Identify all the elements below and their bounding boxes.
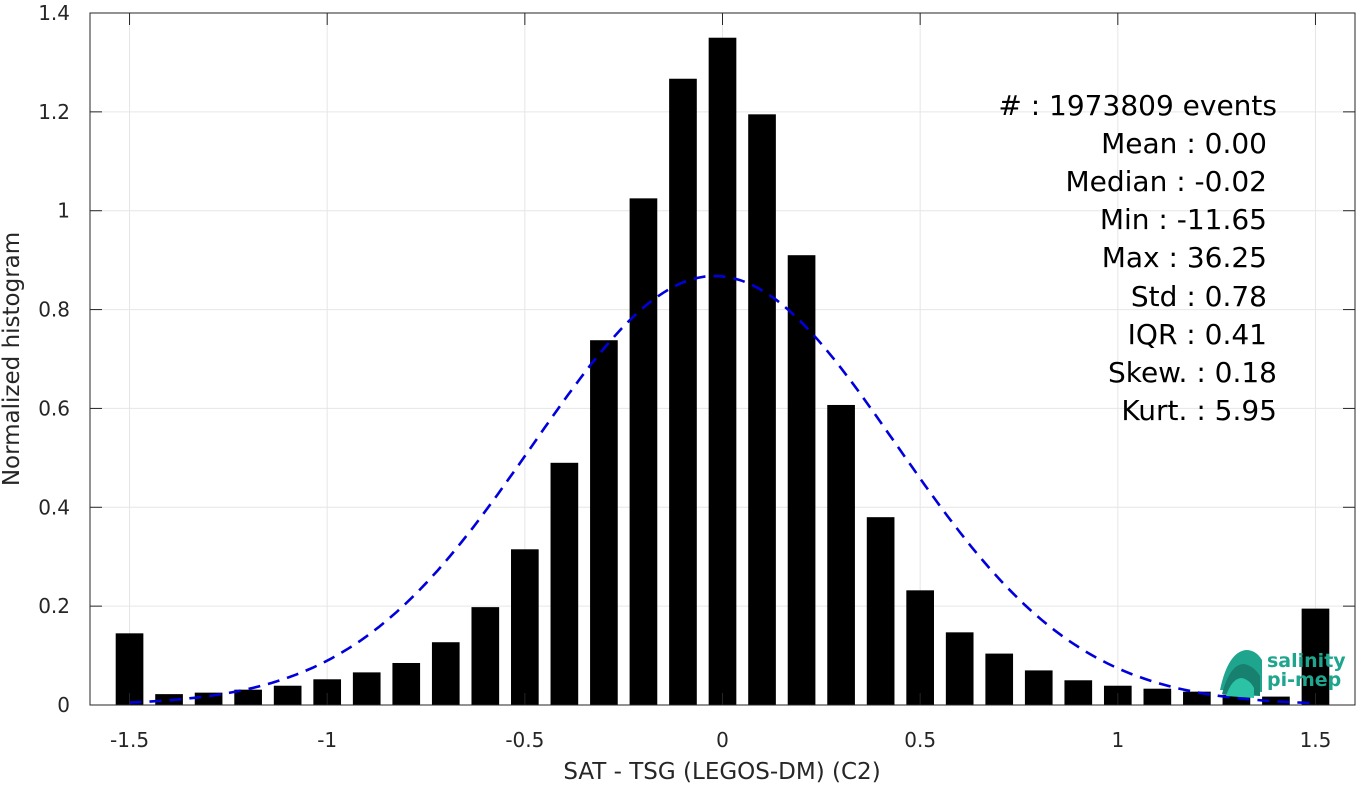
stat-std: Std : 0.78 xyxy=(1131,280,1267,313)
histogram-bar xyxy=(1262,696,1290,705)
histogram-bar xyxy=(866,517,895,705)
histogram-bar xyxy=(985,653,1014,705)
stats-box: # : 1973809 events Mean : 0.00 Median : … xyxy=(998,89,1277,427)
x-axis-label: SAT - TSG (LEGOS-DM) (C2) xyxy=(563,759,880,785)
x-tick-label: 1.5 xyxy=(1300,728,1332,752)
x-tick-label: 1 xyxy=(1111,728,1124,752)
x-tick-label: 0.5 xyxy=(904,728,936,752)
histogram-bar xyxy=(590,340,618,705)
x-tick-label: -1 xyxy=(317,728,337,752)
stat-mean: Mean : 0.00 xyxy=(1101,127,1267,160)
histogram-bar xyxy=(1183,691,1211,705)
y-tick-label: 0.4 xyxy=(38,495,70,519)
x-tick-label: -1.5 xyxy=(110,728,149,752)
histogram-bar xyxy=(827,404,855,705)
histogram-bar xyxy=(234,689,262,705)
stat-max: Max : 36.25 xyxy=(1102,241,1267,274)
x-tick-labels: -1.5 -1 -0.5 0 0.5 1 1.5 xyxy=(110,728,1331,752)
wave-logo-icon xyxy=(1220,650,1262,698)
histogram-bar xyxy=(273,685,302,705)
salinity-pimep-logo: salinity pi-mep xyxy=(1220,650,1346,698)
histogram-bar xyxy=(748,114,776,706)
histogram-bar xyxy=(1143,688,1172,705)
histogram-bar xyxy=(392,662,421,705)
histogram-bar xyxy=(550,462,579,705)
histogram-bar xyxy=(155,694,183,705)
x-tick-label: 0 xyxy=(716,728,729,752)
stat-count: # : 1973809 events xyxy=(998,89,1277,122)
histogram-bar xyxy=(906,590,934,705)
histogram-bar xyxy=(352,672,381,705)
histogram-bar xyxy=(1222,694,1251,705)
y-tick-labels: 0 0.2 0.4 0.6 0.8 1 1.2 1.4 xyxy=(38,1,70,717)
logo-line-1: salinity xyxy=(1267,650,1346,672)
histogram-bar xyxy=(945,632,974,705)
y-tick-label: 1.2 xyxy=(38,100,70,124)
x-tick-label: -0.5 xyxy=(505,728,544,752)
histogram-bar xyxy=(787,255,816,705)
stat-min: Min : -11.65 xyxy=(1100,203,1267,236)
logo-line-2: pi-mep xyxy=(1267,669,1341,691)
stat-kurt: Kurt. : 5.95 xyxy=(1121,394,1277,427)
y-axis-label: Normalized histogram xyxy=(0,232,25,486)
histogram-bars xyxy=(115,37,1330,706)
axis-ticks xyxy=(90,12,1355,706)
histogram-bar xyxy=(471,607,500,705)
histogram-bar xyxy=(708,37,737,705)
y-tick-label: 0.2 xyxy=(38,594,70,618)
gaussian-fit-curve xyxy=(129,274,1316,705)
stat-iqr: IQR : 0.41 xyxy=(1128,318,1267,351)
histogram-bar xyxy=(669,78,697,706)
stat-median: Median : -0.02 xyxy=(1065,165,1267,198)
y-tick-label: 1.4 xyxy=(38,1,70,25)
stat-skew: Skew. : 0.18 xyxy=(1108,356,1277,389)
histogram-bar xyxy=(1024,670,1053,705)
y-tick-label: 0.8 xyxy=(38,298,70,322)
y-tick-label: 0 xyxy=(57,693,70,717)
histogram-bar xyxy=(511,549,539,705)
y-tick-label: 0.6 xyxy=(38,396,70,420)
histogram-bar xyxy=(629,198,658,705)
y-tick-label: 1 xyxy=(57,199,70,223)
histogram-bar xyxy=(1064,680,1093,705)
histogram-bar xyxy=(431,642,460,705)
histogram-bar xyxy=(1301,608,1330,705)
